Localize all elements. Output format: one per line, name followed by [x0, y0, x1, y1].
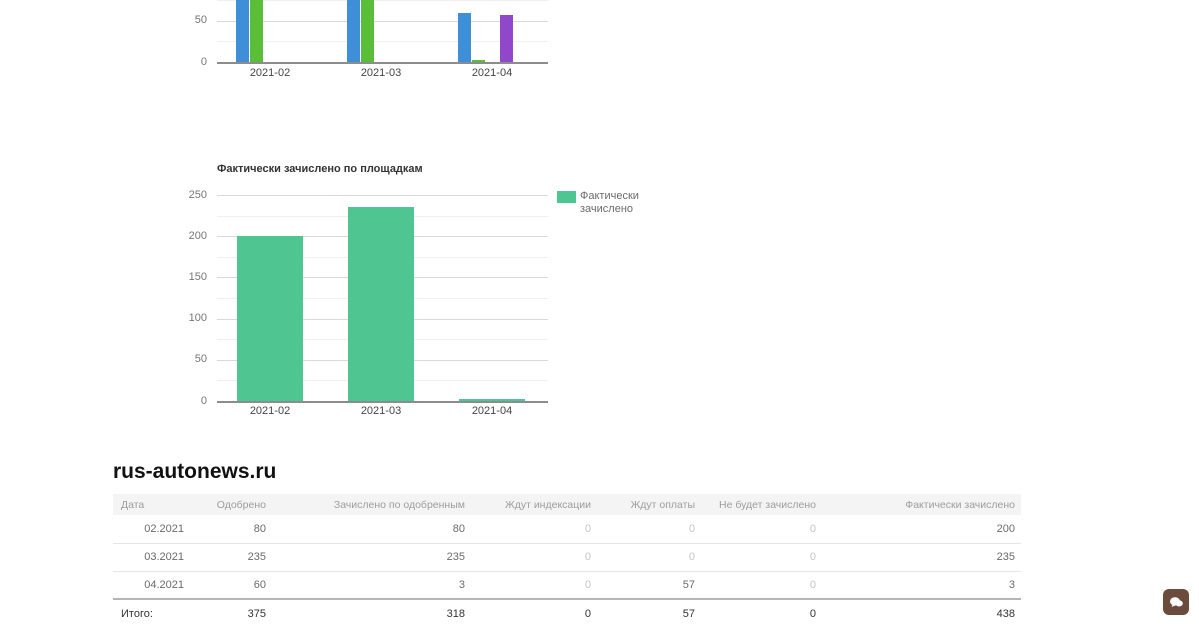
- chart-title: Фактически зачислено по площадкам: [217, 163, 423, 175]
- table-cell: 3: [272, 571, 471, 600]
- report-table: Дата Одобрено Зачислено по одобренным Ждут …: [113, 494, 1021, 627]
- table-cell: 0: [471, 515, 597, 544]
- table-header-cell: Не будет зачислено: [701, 494, 822, 515]
- plot-area: [217, 0, 548, 62]
- table-cell: 235: [190, 543, 272, 572]
- y-axis-label: 50: [194, 14, 207, 27]
- table-cell: 57: [597, 571, 701, 600]
- table-header-cell: Одобрено: [190, 494, 272, 515]
- table-cell: 80: [190, 515, 272, 544]
- table-cell: 0: [471, 543, 597, 572]
- bar-2021-04-s0[interactable]: [459, 398, 525, 401]
- table-cell: 0: [471, 571, 597, 600]
- bar-2021-03-s0[interactable]: [348, 207, 414, 401]
- table-cell: 02.2021: [113, 515, 190, 544]
- gridline-major: [217, 20, 548, 22]
- bar-2021-04-s3[interactable]: [500, 15, 513, 62]
- table-row: 03.2021 235 235 0 0 0 235: [113, 543, 1021, 572]
- table-cell: 0: [701, 515, 822, 544]
- table-cell: 318: [272, 598, 471, 627]
- table-header-cell: Ждут индексации: [471, 494, 597, 515]
- chat-widget-button[interactable]: [1163, 589, 1189, 615]
- table-cell: 0: [701, 543, 822, 572]
- x-axis-label: 2021-04: [471, 405, 513, 417]
- table-header-cell: Фактически зачислено: [822, 494, 1021, 515]
- table-cell: 80: [272, 515, 471, 544]
- bar-2021-02-s0[interactable]: [236, 0, 249, 62]
- bar-2021-03-s1[interactable]: [361, 0, 374, 62]
- plot-area: [217, 195, 548, 401]
- y-axis-label: 0: [200, 394, 207, 407]
- y-axis-label: 200: [188, 229, 207, 242]
- table-cell: 60: [190, 571, 272, 600]
- legend-line2: зачислено: [580, 203, 634, 215]
- bar-2021-02-s0[interactable]: [237, 236, 303, 401]
- x-axis-label: 2021-03: [360, 405, 402, 417]
- table-cell: Итого:: [113, 598, 190, 627]
- x-axis-label: 2021-04: [471, 67, 513, 79]
- table-cell: 0: [597, 543, 701, 572]
- x-axis-label: 2021-03: [360, 67, 402, 79]
- table-cell: 3: [822, 571, 1021, 600]
- site-title: rus-autonews.ru: [113, 460, 277, 483]
- legend-line1: Фактически: [580, 190, 639, 202]
- legend-label: Фактически зачислено: [580, 190, 639, 216]
- x-axis-label: 2021-02: [249, 67, 291, 79]
- x-axis-line: [217, 401, 548, 403]
- gridline-minor: [217, 41, 548, 43]
- legend-swatch: [557, 191, 576, 203]
- table-cell: 57: [597, 598, 701, 627]
- table-cell: 04.2021: [113, 571, 190, 600]
- table-cell: 375: [190, 598, 272, 627]
- table-row: 04.2021 60 3 0 57 0 3: [113, 571, 1021, 600]
- y-axis-label: 100: [188, 312, 207, 325]
- table-header-cell: Зачислено по одобренным: [272, 494, 471, 515]
- bar-2021-02-s1[interactable]: [250, 0, 263, 62]
- table-cell: 0: [597, 515, 701, 544]
- table-header-cell: Ждут оплаты: [597, 494, 701, 515]
- y-axis-label: 50: [194, 353, 207, 366]
- table-cell: 0: [701, 571, 822, 600]
- y-axis-label: 250: [188, 188, 207, 201]
- bar-2021-04-s0[interactable]: [458, 12, 471, 62]
- gridline-major: [217, 195, 548, 196]
- gridline-minor: [217, 0, 548, 2]
- table-header-row: Дата Одобрено Зачислено по одобренным Ждут …: [113, 494, 1021, 515]
- y-axis-label: 150: [188, 270, 207, 283]
- table-cell: 438: [822, 598, 1021, 627]
- table-cell: 235: [822, 543, 1021, 572]
- bar-2021-03-s0[interactable]: [347, 0, 360, 62]
- bar-2021-04-s1[interactable]: [472, 59, 485, 62]
- table-header-cell: Дата: [113, 494, 190, 515]
- table-row: 02.2021 80 80 0 0 0 200: [113, 515, 1021, 544]
- chat-bubble-icon: [1169, 596, 1184, 609]
- table-cell: 0: [701, 598, 822, 627]
- table-cell: 200: [822, 515, 1021, 544]
- y-axis-label: 0: [200, 55, 207, 68]
- table-total-row: Итого: 375 318 0 57 0 438: [113, 598, 1021, 627]
- table-cell: 235: [272, 543, 471, 572]
- x-axis-label: 2021-02: [249, 405, 291, 417]
- table-cell: 03.2021: [113, 543, 190, 572]
- x-axis-line: [217, 62, 548, 64]
- table-cell: 0: [471, 598, 597, 627]
